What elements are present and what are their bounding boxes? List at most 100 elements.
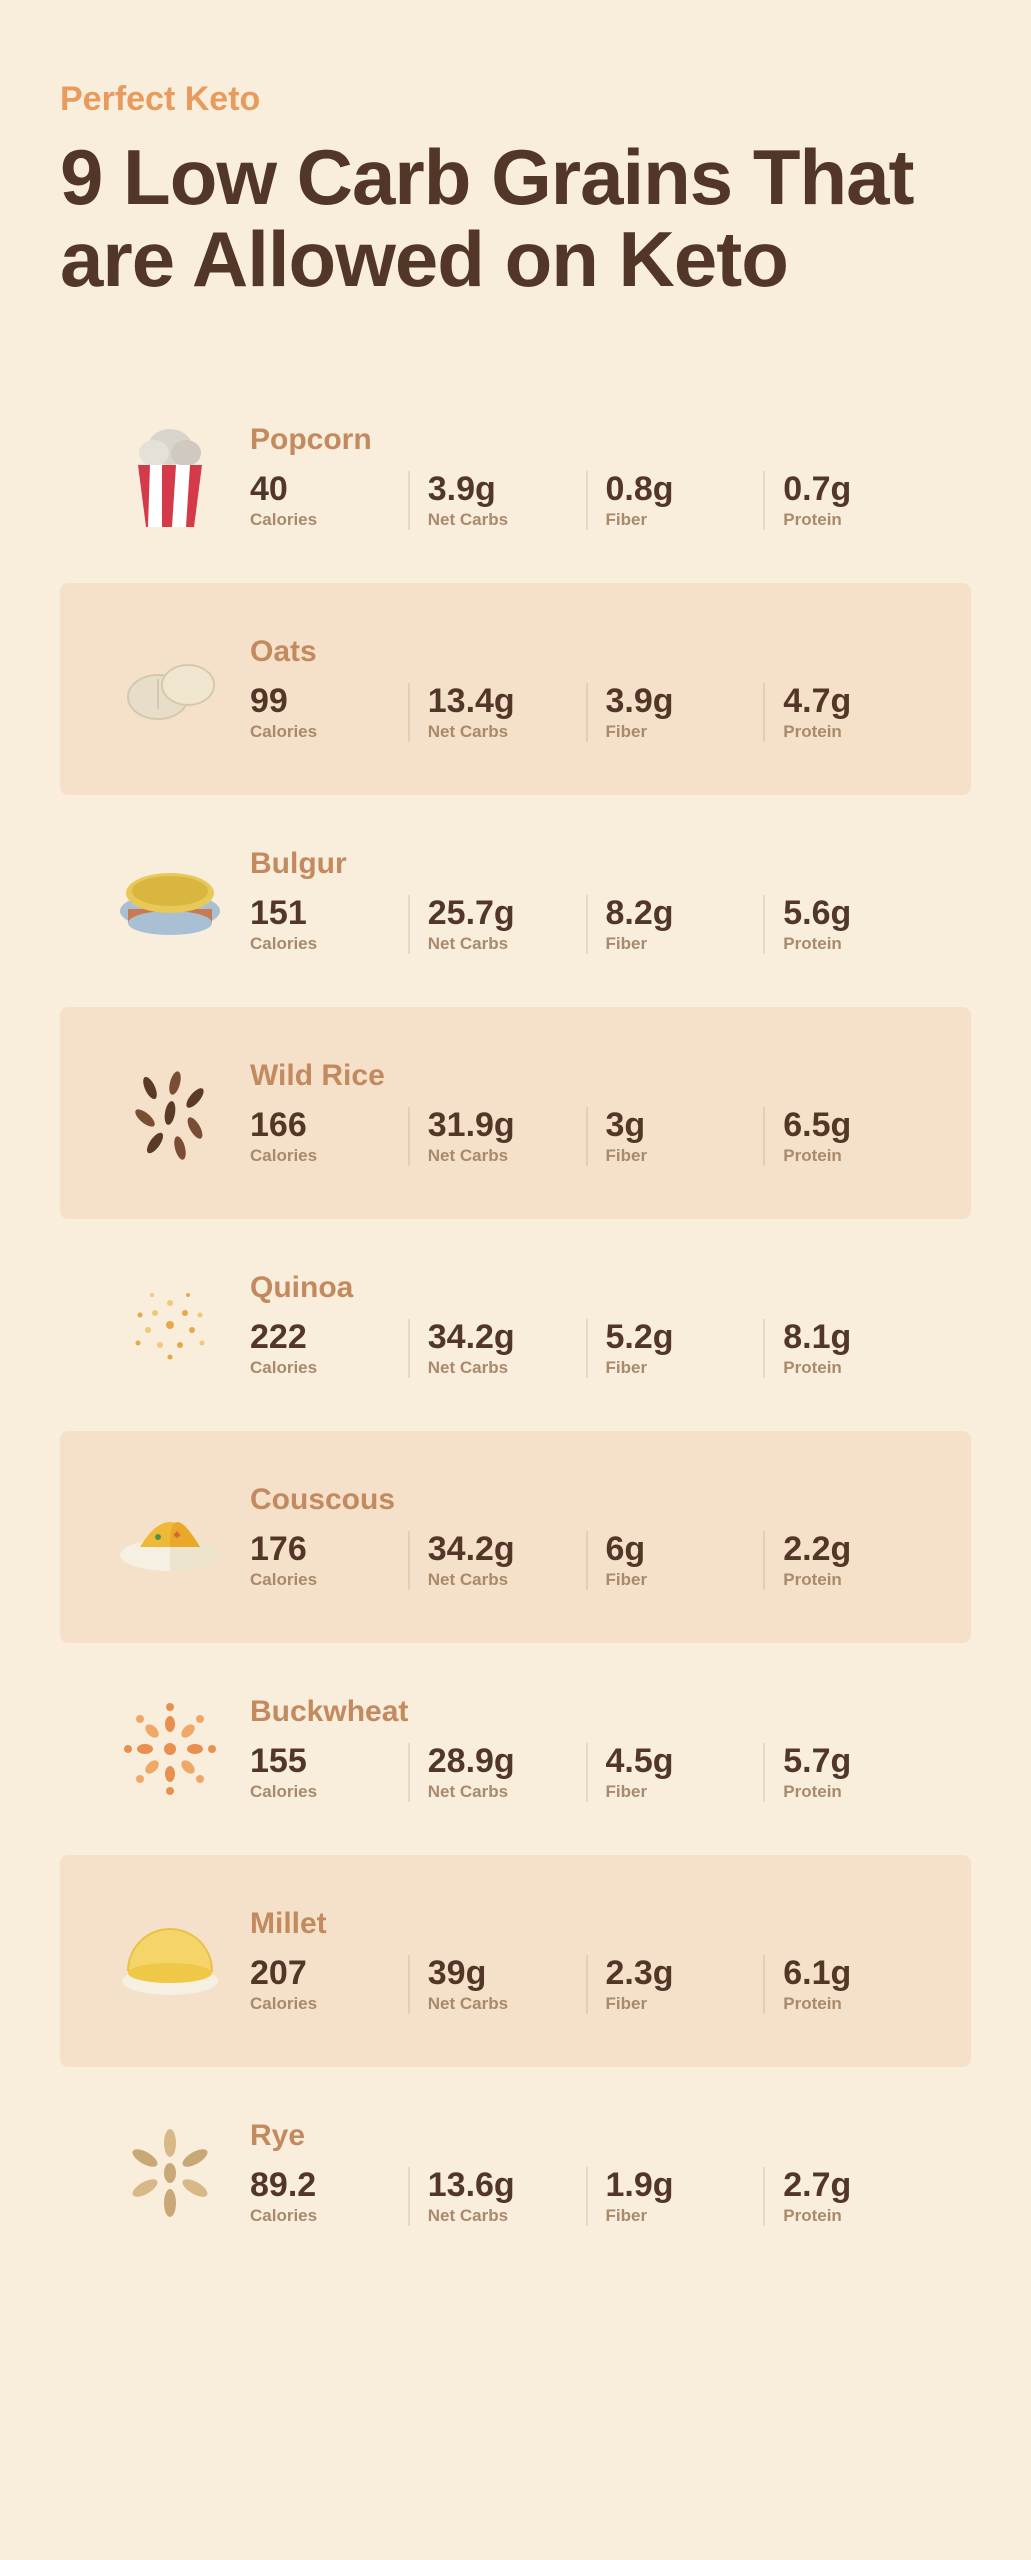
- popcorn-icon: [90, 407, 250, 547]
- stat-net_carbs: 39gNet Carbs: [408, 1955, 586, 2014]
- stat-fiber: 3gFiber: [586, 1107, 764, 1166]
- stat-value: 6.5g: [783, 1107, 941, 1144]
- stat-label: Fiber: [606, 2206, 764, 2226]
- stat-net_carbs: 34.2gNet Carbs: [408, 1531, 586, 1590]
- stat-fiber: 6gFiber: [586, 1531, 764, 1590]
- stat-value: 155: [250, 1743, 408, 1780]
- oats-icon: [90, 619, 250, 759]
- stat-label: Net Carbs: [428, 1146, 586, 1166]
- stat-calories: 207Calories: [250, 1955, 408, 2014]
- stat-net_carbs: 13.6gNet Carbs: [408, 2167, 586, 2226]
- stat-fiber: 1.9gFiber: [586, 2167, 764, 2226]
- stat-label: Protein: [783, 934, 941, 954]
- grain-row: Quinoa222Calories34.2gNet Carbs5.2gFiber…: [60, 1219, 971, 1431]
- stat-value: 2.2g: [783, 1531, 941, 1568]
- stat-value: 0.8g: [606, 471, 764, 508]
- grain-row: Wild Rice166Calories31.9gNet Carbs3gFibe…: [60, 1007, 971, 1219]
- stat-value: 3.9g: [606, 683, 764, 720]
- quinoa-icon: [90, 1255, 250, 1395]
- stat-fiber: 5.2gFiber: [586, 1319, 764, 1378]
- stat-calories: 40Calories: [250, 471, 408, 530]
- buckwheat-icon: [90, 1679, 250, 1819]
- stat-label: Fiber: [606, 1994, 764, 2014]
- stat-value: 13.6g: [428, 2167, 586, 2204]
- stat-protein: 5.6gProtein: [763, 895, 941, 954]
- stat-value: 3.9g: [428, 471, 586, 508]
- rye-icon: [90, 2103, 250, 2243]
- stat-label: Calories: [250, 1570, 408, 1590]
- stat-net_carbs: 31.9gNet Carbs: [408, 1107, 586, 1166]
- stat-label: Protein: [783, 2206, 941, 2226]
- stat-label: Protein: [783, 1358, 941, 1378]
- stat-value: 207: [250, 1955, 408, 1992]
- stat-label: Fiber: [606, 1570, 764, 1590]
- stat-value: 151: [250, 895, 408, 932]
- stat-calories: 166Calories: [250, 1107, 408, 1166]
- stat-protein: 0.7gProtein: [763, 471, 941, 530]
- stat-label: Calories: [250, 510, 408, 530]
- grain-name: Wild Rice: [250, 1059, 941, 1093]
- stat-value: 3g: [606, 1107, 764, 1144]
- stat-label: Calories: [250, 2206, 408, 2226]
- stat-label: Net Carbs: [428, 510, 586, 530]
- stat-net_carbs: 28.9gNet Carbs: [408, 1743, 586, 1802]
- stat-protein: 2.2gProtein: [763, 1531, 941, 1590]
- stat-value: 5.7g: [783, 1743, 941, 1780]
- stat-value: 2.3g: [606, 1955, 764, 1992]
- stat-value: 8.1g: [783, 1319, 941, 1356]
- stat-net_carbs: 25.7gNet Carbs: [408, 895, 586, 954]
- grain-row: Bulgur151Calories25.7gNet Carbs8.2gFiber…: [60, 795, 971, 1007]
- stat-label: Fiber: [606, 1146, 764, 1166]
- grain-row: Oats99Calories13.4gNet Carbs3.9gFiber4.7…: [60, 583, 971, 795]
- stat-label: Protein: [783, 1570, 941, 1590]
- grain-row: Rye89.2Calories13.6gNet Carbs1.9gFiber2.…: [60, 2067, 971, 2279]
- stat-value: 28.9g: [428, 1743, 586, 1780]
- stat-value: 6g: [606, 1531, 764, 1568]
- stat-label: Calories: [250, 1358, 408, 1378]
- stat-label: Calories: [250, 934, 408, 954]
- stat-net_carbs: 13.4gNet Carbs: [408, 683, 586, 742]
- stat-label: Net Carbs: [428, 1782, 586, 1802]
- stat-protein: 8.1gProtein: [763, 1319, 941, 1378]
- stat-value: 99: [250, 683, 408, 720]
- stat-value: 40: [250, 471, 408, 508]
- grain-row: Popcorn40Calories3.9gNet Carbs0.8gFiber0…: [60, 371, 971, 583]
- stat-label: Fiber: [606, 722, 764, 742]
- stat-calories: 99Calories: [250, 683, 408, 742]
- page-title: 9 Low Carb Grains That are Allowed on Ke…: [60, 137, 971, 301]
- stat-value: 222: [250, 1319, 408, 1356]
- stat-value: 5.6g: [783, 895, 941, 932]
- grain-row: Couscous176Calories34.2gNet Carbs6gFiber…: [60, 1431, 971, 1643]
- bulgur-icon: [90, 831, 250, 971]
- stat-value: 34.2g: [428, 1531, 586, 1568]
- grain-name: Oats: [250, 635, 941, 669]
- stat-calories: 155Calories: [250, 1743, 408, 1802]
- stat-fiber: 2.3gFiber: [586, 1955, 764, 2014]
- stat-net_carbs: 3.9gNet Carbs: [408, 471, 586, 530]
- stat-value: 34.2g: [428, 1319, 586, 1356]
- stat-label: Protein: [783, 1994, 941, 2014]
- stat-value: 176: [250, 1531, 408, 1568]
- millet-icon: [90, 1891, 250, 2031]
- stat-value: 31.9g: [428, 1107, 586, 1144]
- grain-name: Couscous: [250, 1483, 941, 1517]
- stat-label: Protein: [783, 1146, 941, 1166]
- wildrice-icon: [90, 1043, 250, 1183]
- stat-value: 39g: [428, 1955, 586, 1992]
- stat-value: 5.2g: [606, 1319, 764, 1356]
- grain-name: Popcorn: [250, 423, 941, 457]
- stat-fiber: 4.5gFiber: [586, 1743, 764, 1802]
- stat-label: Calories: [250, 1782, 408, 1802]
- stat-label: Calories: [250, 1146, 408, 1166]
- stat-value: 25.7g: [428, 895, 586, 932]
- stat-label: Net Carbs: [428, 1358, 586, 1378]
- grain-name: Rye: [250, 2119, 941, 2153]
- grain-name: Buckwheat: [250, 1695, 941, 1729]
- stat-label: Calories: [250, 1994, 408, 2014]
- stat-label: Fiber: [606, 934, 764, 954]
- stat-label: Fiber: [606, 1358, 764, 1378]
- grain-name: Quinoa: [250, 1271, 941, 1305]
- stat-protein: 6.5gProtein: [763, 1107, 941, 1166]
- stat-calories: 151Calories: [250, 895, 408, 954]
- stat-label: Protein: [783, 722, 941, 742]
